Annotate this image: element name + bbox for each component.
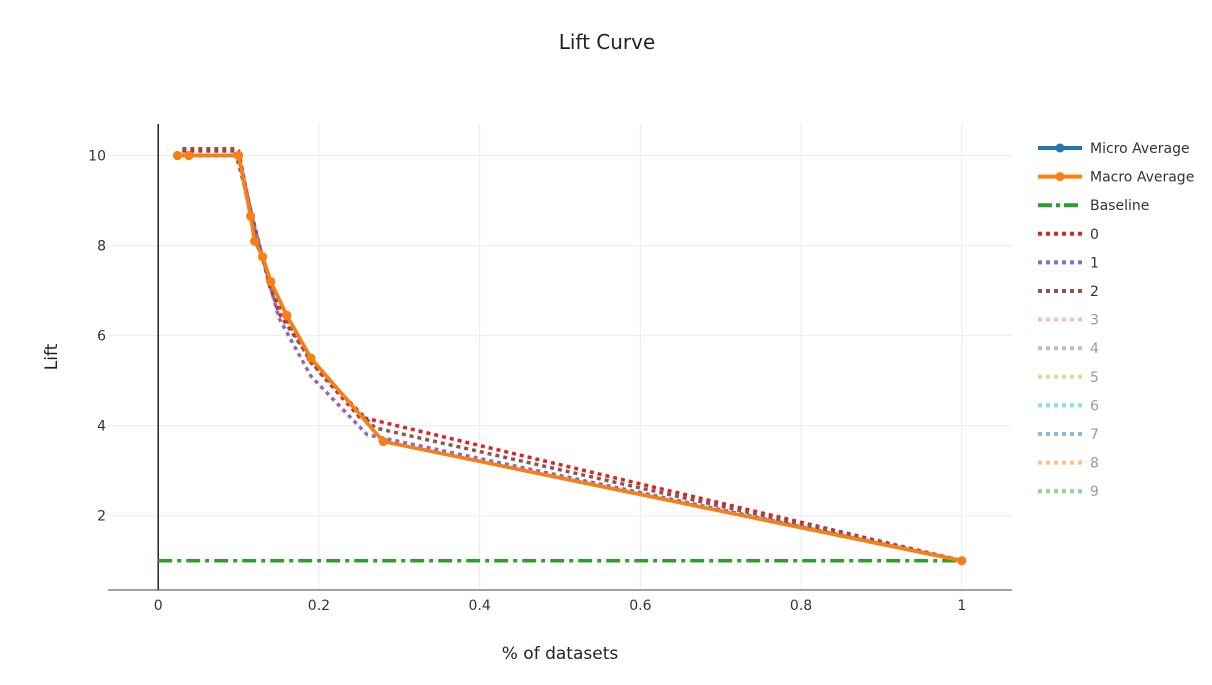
- series-marker: [234, 151, 244, 161]
- y-axis-title: Lift: [42, 343, 62, 370]
- x-tick-label: 0.8: [790, 598, 812, 614]
- axes: 0 0.2 0.4 0.6 0.8 1 2 4 6 8 10: [88, 124, 1012, 614]
- legend-item-micro-average[interactable]: Micro Average: [1038, 141, 1190, 157]
- legend-item-baseline[interactable]: Baseline: [1038, 198, 1149, 214]
- legend-label: Macro Average: [1090, 170, 1194, 186]
- legend-label: 2: [1090, 284, 1099, 300]
- legend-label: 9: [1090, 484, 1099, 500]
- grid: [108, 124, 1012, 590]
- legend-label: 7: [1090, 427, 1099, 443]
- legend-label: 6: [1090, 398, 1099, 414]
- legend: Micro Average Macro Average Baseline 0 1 2 3 4 5…: [1038, 141, 1194, 500]
- x-tick-label: 1: [957, 598, 966, 614]
- chart-title: Lift Curve: [559, 30, 656, 54]
- legend-item-1[interactable]: 1: [1038, 255, 1099, 271]
- legend-item-4[interactable]: 4: [1038, 341, 1099, 357]
- x-tick-label: 0.4: [469, 598, 491, 614]
- legend-item-9[interactable]: 9: [1038, 484, 1099, 500]
- series-marker: [266, 277, 276, 287]
- legend-label: Micro Average: [1090, 141, 1190, 157]
- series-marker: [258, 252, 268, 262]
- series-line-0: [182, 149, 963, 563]
- plot-area: [158, 147, 967, 566]
- series-line-1: [182, 153, 963, 563]
- x-tick-label: 0: [154, 598, 163, 614]
- y-tick-label: 10: [88, 149, 106, 165]
- legend-item-macro-average[interactable]: Macro Average: [1038, 170, 1194, 186]
- legend-marker: [1055, 172, 1065, 182]
- series-marker: [282, 310, 292, 320]
- series-marker: [184, 151, 194, 161]
- series-marker: [246, 211, 256, 221]
- x-axis-title: % of datasets: [502, 644, 619, 664]
- x-tick-label: 0.2: [308, 598, 330, 614]
- legend-item-7[interactable]: 7: [1038, 427, 1099, 443]
- legend-label: 1: [1090, 255, 1099, 271]
- series-line-micro-average: [177, 153, 963, 563]
- legend-label: 8: [1090, 456, 1099, 472]
- y-tick-label: 2: [97, 509, 106, 525]
- y-tick-label: 4: [97, 419, 106, 435]
- legend-item-0[interactable]: 0: [1038, 227, 1099, 243]
- legend-item-2[interactable]: 2: [1038, 284, 1099, 300]
- legend-label: 5: [1090, 370, 1099, 386]
- x-tick-label: 0.6: [629, 598, 651, 614]
- legend-item-6[interactable]: 6: [1038, 398, 1099, 414]
- legend-label: Baseline: [1090, 198, 1149, 214]
- legend-marker: [1055, 143, 1065, 153]
- legend-label: 0: [1090, 227, 1099, 243]
- legend-item-3[interactable]: 3: [1038, 313, 1099, 329]
- legend-label: 3: [1090, 313, 1099, 329]
- series-line-macro-average: [177, 153, 963, 563]
- y-tick-label: 6: [97, 329, 106, 345]
- series-marker: [306, 353, 316, 363]
- series-marker: [378, 436, 388, 446]
- y-tick-label: 8: [97, 239, 106, 255]
- legend-label: 4: [1090, 341, 1099, 357]
- series-marker: [957, 556, 967, 566]
- series-marker: [173, 151, 183, 161]
- series-marker: [250, 236, 260, 246]
- legend-item-8[interactable]: 8: [1038, 456, 1099, 472]
- legend-item-5[interactable]: 5: [1038, 370, 1099, 386]
